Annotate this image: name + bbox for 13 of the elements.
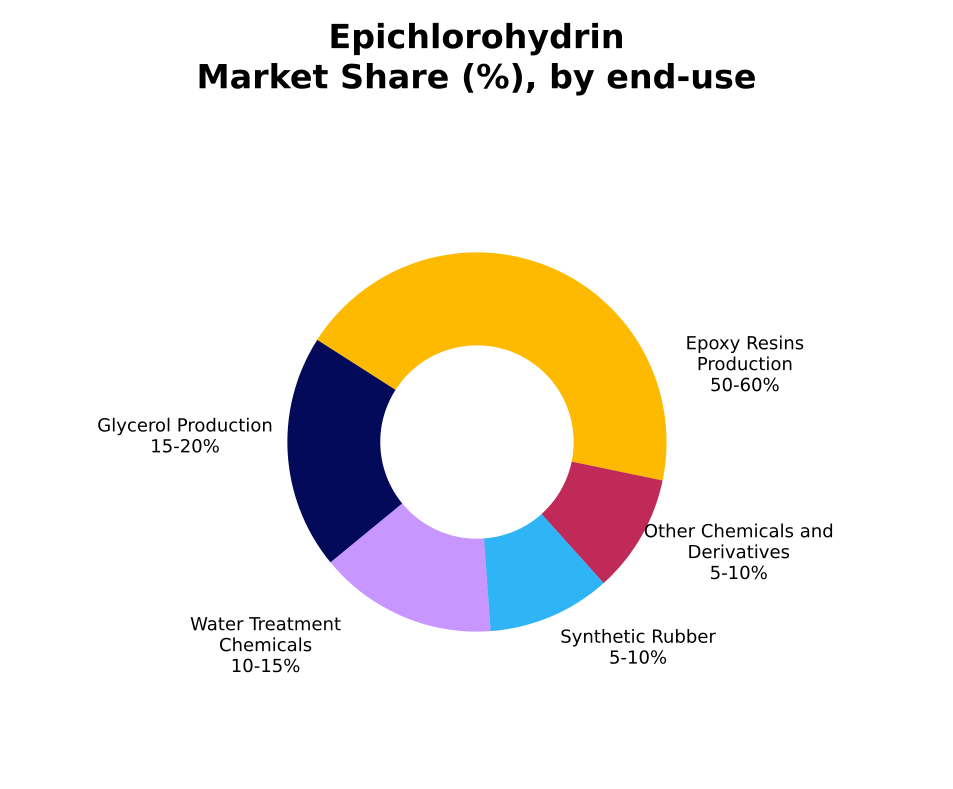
- chart-title: Epichlorohydrin Market Share (%), by end-use: [200, 22, 755, 96]
- slice-label: Epoxy Resins Production: [687, 336, 804, 370]
- slice-label: Other Chemicals and Derivatives: [644, 523, 832, 558]
- slice-label: Synthetic Rubber: [561, 629, 716, 646]
- text: 5-10%: [610, 650, 666, 664]
- donut-slice: [287, 340, 402, 562]
- text: 5-10%: [711, 566, 767, 580]
- text: 10-15%: [232, 658, 300, 672]
- slice-label: Glycerol Production: [98, 418, 272, 436]
- text: 15-20%: [152, 438, 219, 453]
- text: 50-60%: [711, 378, 779, 392]
- donut-slice: [317, 252, 666, 481]
- slice-label: Water Treatment Chemicals: [190, 617, 341, 652]
